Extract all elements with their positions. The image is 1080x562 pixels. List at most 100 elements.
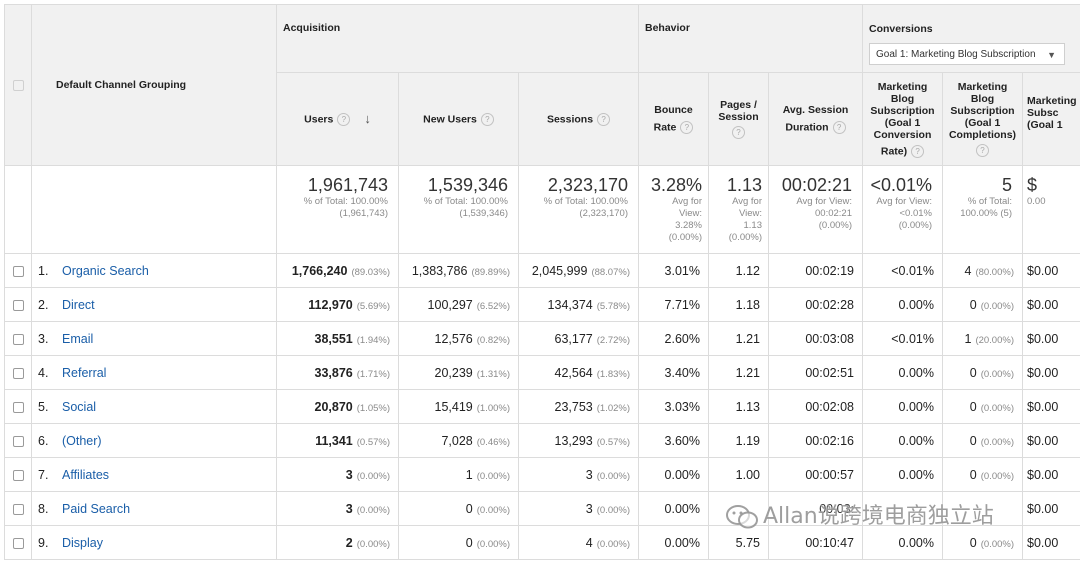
row-checkbox-cell [4,321,32,356]
users-value: 33,876 [314,365,353,380]
pages-per-session-cell: 1.00 [708,457,769,492]
completions-percent: (0.00%) [980,436,1014,448]
avg-duration-cell: 00:02:19 [768,253,863,288]
row-checkbox[interactable] [12,333,24,345]
goal-value: $0.00 [1027,331,1059,346]
goal-value: $0.00 [1027,297,1059,312]
new-users-value: 1 [465,467,473,482]
row-checkbox[interactable] [12,265,24,277]
total-value-sub: 0.00 [1027,196,1046,207]
dimension-header[interactable]: Default Channel Grouping [31,4,277,166]
new-users-cell: 12,576 (0.82%) [398,321,519,356]
goal-value: $0.00 [1027,263,1059,278]
conversion-rate-cell: 0.00% [862,423,943,458]
completions-cell [942,491,1023,526]
completions-percent: (0.00%) [980,402,1014,414]
goal-value: $0.00 [1027,467,1059,482]
goal-value-column-header[interactable]: Marketing Subsc (Goal 1 [1021,72,1080,166]
row-checkbox[interactable] [12,469,24,481]
total-conv-rate-sub: <0.01% [899,208,933,219]
total-duration-value: 00:02:21 [781,175,852,195]
pages-per-session-cell: 1.21 [708,321,769,356]
goal-select-value: Goal 1: Marketing Blog Subscription [876,49,1036,60]
row-checkbox[interactable] [12,367,24,379]
conversion-rate-value: 0.00% [898,297,934,312]
avg-duration-cell: 00:00:57 [768,457,863,492]
channel-link[interactable]: Direct [62,297,95,312]
help-icon[interactable]: ? [337,112,351,126]
help-icon[interactable]: ? [832,121,846,134]
users-value: 20,870 [314,399,353,414]
table-row[interactable]: 5. Social 20,870 (1.05%) 15,419 (1.00%) 23,753… [4,389,1080,424]
sessions-column-header[interactable]: Sessions? [518,72,639,166]
sessions-cell: 4 (0.00%) [518,525,639,560]
help-icon[interactable]: ? [976,144,989,157]
channel-link[interactable]: Affiliates [62,467,110,482]
table-row[interactable]: 2. Direct 112,970 (5.69%) 100,297 (6.52%) 134,… [4,287,1080,322]
completions-cell: 0 (0.00%) [942,389,1023,424]
users-percent: (89.03%) [351,266,390,278]
select-all-checkbox[interactable] [12,79,24,91]
table-row[interactable]: 9. Display 2 (0.00%) 0 (0.00%) 4 (0.00%) 0.00% 5.… [4,525,1080,560]
completions-cell: 0 (0.00%) [942,423,1023,458]
new-users-column-header[interactable]: New Users? [398,72,519,166]
completions-percent: (0.00%) [980,300,1014,312]
row-checkbox[interactable] [12,503,24,515]
table-row[interactable]: 7. Affiliates 3 (0.00%) 1 (0.00%) 3 (0.00%) 0.00… [4,457,1080,492]
channel-link[interactable]: Email [62,331,94,346]
bounce-rate-cell: 3.01% [638,253,709,288]
row-index: 2. [38,297,49,312]
table-row[interactable]: 8. Paid Search 3 (0.00%) 0 (0.00%) 3 (0.00%) 0.0… [4,491,1080,526]
avg-duration-value: 00:03: [819,501,854,516]
pages-per-session-cell: 1.18 [708,287,769,322]
bounce-rate-column-header[interactable]: Bounce Rate? [638,72,709,166]
channel-link[interactable]: Social [62,399,97,414]
avg-duration-cell: 00:02:16 [768,423,863,458]
conversion-rate-column-header[interactable]: Marketing Blog Subscription (Goal 1 Conv… [862,72,943,166]
users-column-header[interactable]: Users? ↓ [276,72,399,166]
row-checkbox[interactable] [12,401,24,413]
channel-link[interactable]: Paid Search [62,501,131,516]
channel-link[interactable]: (Other) [62,433,102,448]
goal-value-cell: $0.00 [1021,525,1080,560]
value-header-line: (Goal 1 [1027,119,1063,131]
totals-row: 1,961,743 % of Total: 100.00% (1,961,743… [4,165,1080,254]
table-row[interactable]: 4. Referral 33,876 (1.71%) 20,239 (1.31%) 42,5… [4,355,1080,390]
users-percent: (1.94%) [356,334,390,346]
bounce-rate-value: 3.03% [664,399,700,414]
row-checkbox-cell [4,287,32,322]
help-icon[interactable]: ? [732,126,745,139]
goal-select-dropdown[interactable]: Goal 1: Marketing Blog Subscription ▼ [869,43,1065,65]
channel-report-table: Default Channel Grouping Acquisition Beh… [4,4,1080,560]
table-row[interactable]: 1. Organic Search 1,766,240 (89.03%) 1,383,7… [4,253,1080,288]
avg-session-duration-column-header[interactable]: Avg. Session Duration? [768,72,863,166]
table-row[interactable]: 6. (Other) 11,341 (0.57%) 7,028 (0.46%) 13,293… [4,423,1080,458]
row-checkbox[interactable] [12,537,24,549]
help-icon[interactable]: ? [597,112,611,126]
new-users-percent: (0.00%) [476,538,510,550]
channel-link[interactable]: Referral [62,365,107,380]
total-completions-sub: % of Total: [967,196,1012,207]
row-checkbox[interactable] [12,435,24,447]
users-value: 1,766,240 [291,263,348,278]
channel-link[interactable]: Organic Search [62,263,149,278]
pages-per-session-column-header[interactable]: Pages / Session ? [708,72,769,166]
completions-column-header[interactable]: Marketing Blog Subscription (Goal 1 Comp… [942,72,1023,166]
acquisition-group-header: Acquisition [276,4,639,73]
row-checkbox[interactable] [12,299,24,311]
channel-link[interactable]: Display [62,535,103,550]
sort-desc-icon[interactable]: ↓ [364,111,371,126]
help-icon[interactable]: ? [480,112,494,126]
help-icon[interactable]: ? [680,121,694,134]
bounce-rate-cell: 2.60% [638,321,709,356]
total-conv-rate-value: <0.01% [870,175,932,195]
total-duration-sub: 00:02:21 [815,208,852,219]
help-icon[interactable]: ? [911,144,925,158]
table-row[interactable]: 3. Email 38,551 (1.94%) 12,576 (0.82%) 63,177(… [4,321,1080,356]
users-percent: (5.69%) [356,300,390,312]
completions-percent: (80.00%) [975,266,1014,278]
goal-value-cell: $0.00 [1021,321,1080,356]
completions-cell: 0 (0.00%) [942,287,1023,322]
new-users-cell: 7,028 (0.46%) [398,423,519,458]
pages-per-session-value: 1.12 [735,263,760,278]
